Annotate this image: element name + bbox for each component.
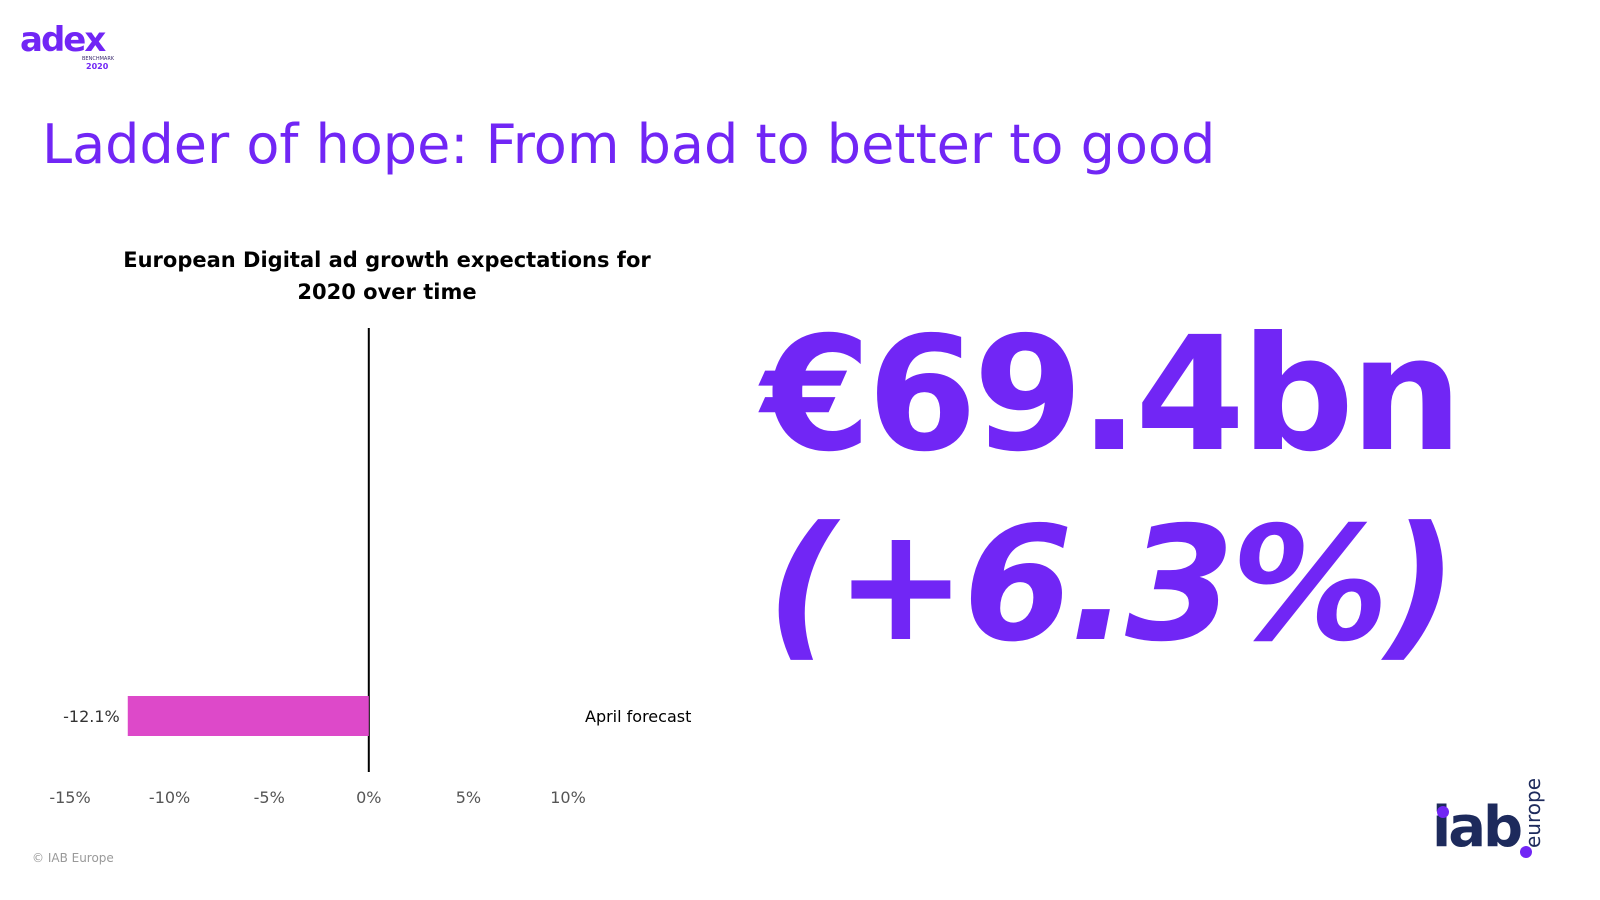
x-tick-label-0: -15% <box>49 788 90 807</box>
headline-change: (+6.3%) <box>766 493 1457 677</box>
iab-logo-dot-europe <box>1520 846 1532 858</box>
x-tick-label-5: 10% <box>550 788 586 807</box>
bar-chart: -12.1% April forecast -15% -10% -5% 0% 5% 10% <box>49 328 691 807</box>
data-label-0: -12.1% <box>63 707 120 726</box>
adex-logo-sub: BENCHMARK <box>82 56 115 62</box>
iab-logo-word: iab <box>1432 795 1523 860</box>
x-tick-label-4: 5% <box>456 788 481 807</box>
iab-logo-dot <box>1437 806 1449 818</box>
x-tick-label-3: 0% <box>356 788 381 807</box>
headline-value: €69.4bn <box>761 303 1462 487</box>
bar-0 <box>127 696 369 736</box>
copyright-text: © IAB Europe <box>32 851 114 865</box>
adex-logo-year: 2020 <box>86 62 109 71</box>
headline-figure: €69.4bn (+6.3%) <box>760 300 1462 680</box>
adex-logo: adex BENCHMARK 2020 <box>20 20 120 71</box>
iab-europe-logo: iab europe <box>1432 766 1545 866</box>
category-label-0: April forecast <box>585 707 691 726</box>
x-tick-label-1: -10% <box>149 788 190 807</box>
adex-logo-word: adex <box>20 20 106 60</box>
chart-title: European Digital ad growth expectations … <box>123 248 651 304</box>
iab-logo-europe: europe <box>1521 778 1545 848</box>
slide-title: Ladder of hope: From bad to better to go… <box>42 113 1216 176</box>
x-tick-label-2: -5% <box>254 788 285 807</box>
